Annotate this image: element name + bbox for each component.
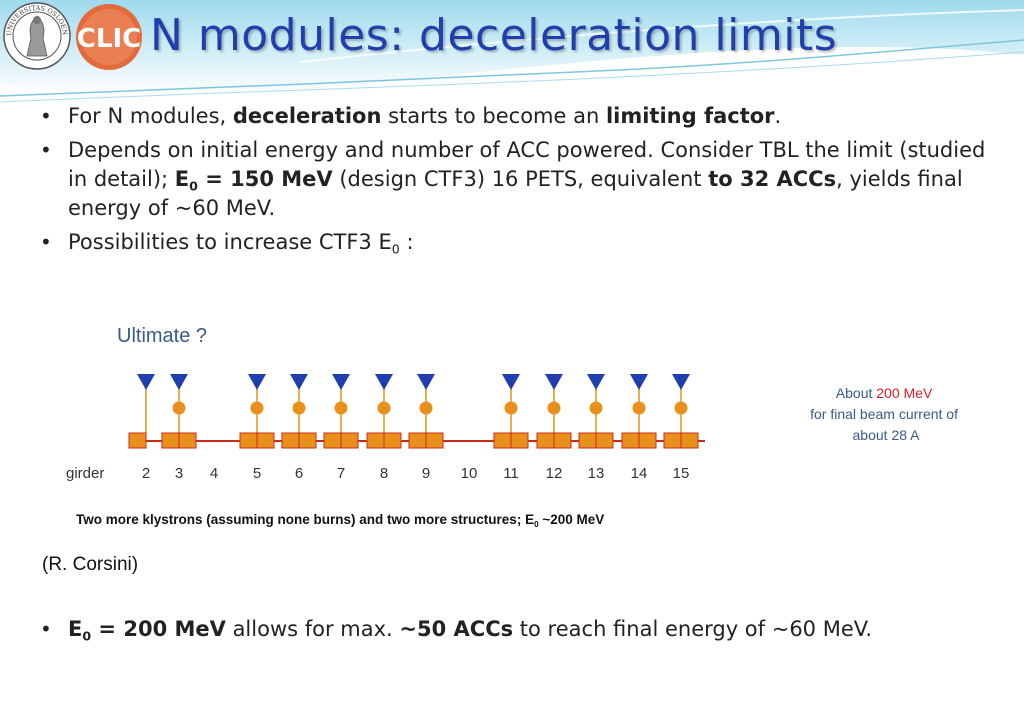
klystron-marker (332, 374, 350, 390)
university-seal-logo: UNIVERSITAS OSLOENSIS MDCCCXI (2, 0, 71, 70)
girder-number: 8 (380, 465, 388, 482)
diagram-note: About 200 MeV for final beam current of … (810, 385, 962, 443)
bullet-item: Possibilities to increase CTF3 E0 : (40, 228, 1000, 257)
girder-number: 14 (631, 465, 648, 482)
girder-block (239, 432, 258, 449)
clic-logo-text: CLIC (77, 24, 141, 54)
bullet-list-bottom: E0 = 200 MeV allows for max. ~50 ACCs to… (40, 615, 1000, 649)
girder-block (256, 432, 275, 449)
girder-number: 5 (253, 465, 261, 482)
bullet-item: Depends on initial energy and number of … (40, 136, 1000, 223)
clic-logo: CLIC (76, 4, 142, 70)
girder-block (578, 432, 597, 449)
girder-number: 11 (503, 465, 519, 482)
page-title: N modules: deceleration limits (150, 10, 838, 61)
klystron-marker (587, 374, 605, 390)
girder-number: 13 (588, 465, 605, 482)
accelerating-structure (250, 401, 264, 415)
girder-number: 2 (142, 465, 150, 482)
girder-block (366, 432, 385, 449)
girder-diagram: Ultimate ? girder 2 3 4 5 6 7 8 9 10 11 12 13 14 15 A… (66, 325, 962, 482)
klystron-marker (290, 374, 308, 390)
accelerating-structure (377, 401, 391, 415)
accelerating-structure (547, 401, 561, 415)
girder-number: 3 (175, 465, 183, 482)
girder-block (281, 432, 300, 449)
klystron-marker (137, 374, 155, 390)
accelerating-structure (419, 401, 433, 415)
girder-block (663, 432, 682, 449)
accelerating-structure (674, 401, 688, 415)
accelerating-structure (292, 401, 306, 415)
girder-block (178, 432, 197, 449)
girder-number: 12 (546, 465, 563, 482)
girder-block (680, 432, 699, 449)
accelerating-structure (172, 401, 186, 415)
girder-block (161, 432, 180, 449)
girder-number: 4 (210, 465, 218, 482)
girder-block (298, 432, 317, 449)
klystron-marker (417, 374, 435, 390)
girder-block (553, 432, 572, 449)
bullet-list-top: For N modules, deceleration starts to be… (40, 102, 1000, 262)
girder-block (425, 432, 444, 449)
girder-block (510, 432, 529, 449)
girder-block (340, 432, 359, 449)
girder-block (323, 432, 342, 449)
girder-block (638, 432, 657, 449)
girder-block (621, 432, 640, 449)
bullet-item: E0 = 200 MeV allows for max. ~50 ACCs to… (40, 615, 1000, 644)
diagram-heading: Ultimate ? (117, 325, 207, 347)
girder-block (595, 432, 614, 449)
girder-block (493, 432, 512, 449)
girder-block (408, 432, 427, 449)
girder-row-label: girder (66, 465, 104, 482)
klystron-marker (545, 374, 563, 390)
girder-number: 10 (461, 465, 478, 482)
bullet-item: For N modules, deceleration starts to be… (40, 102, 1000, 131)
klystron-marker (672, 374, 690, 390)
klystron-marker (630, 374, 648, 390)
girder-number: 6 (295, 465, 303, 482)
accelerating-structure (504, 401, 518, 415)
accelerating-structure (632, 401, 646, 415)
diagram-caption: Two more klystrons (assuming none burns)… (76, 512, 605, 529)
girder-block (536, 432, 555, 449)
klystron-marker (375, 374, 393, 390)
girder-block (128, 432, 147, 449)
header-swoosh-decoration (0, 0, 1024, 103)
girder-number: 7 (337, 465, 345, 482)
klystron-marker (502, 374, 520, 390)
girder-number: 9 (422, 465, 430, 482)
klystron-marker (170, 374, 188, 390)
girder-block (383, 432, 402, 449)
klystron-marker (248, 374, 266, 390)
girder-number: 15 (673, 465, 690, 482)
accelerating-structure (589, 401, 603, 415)
credit-text: (R. Corsini) (42, 554, 139, 575)
accelerating-structure (334, 401, 348, 415)
